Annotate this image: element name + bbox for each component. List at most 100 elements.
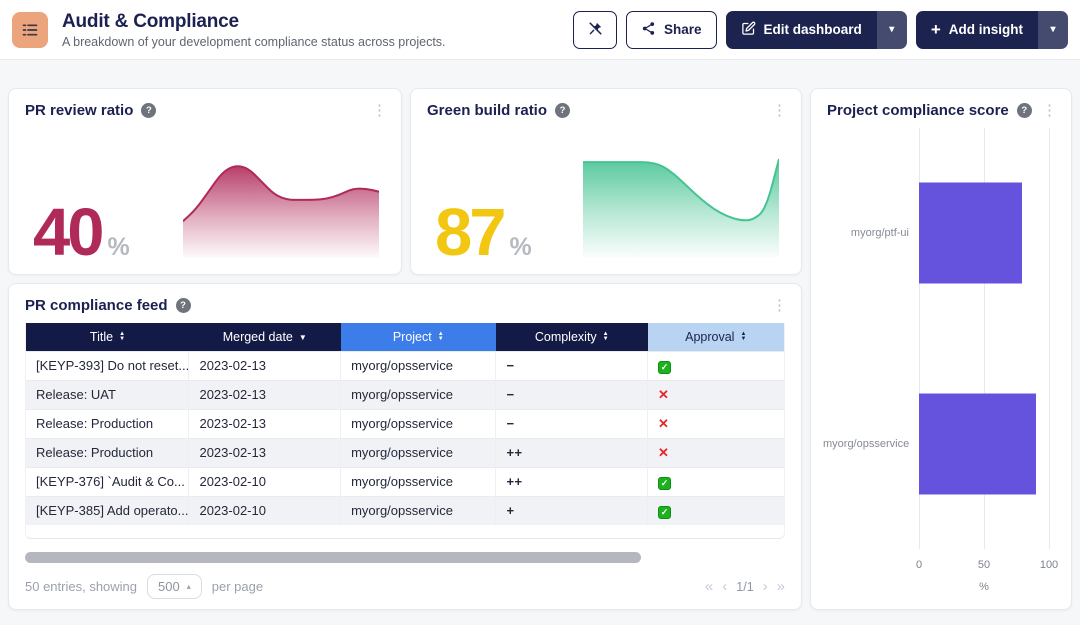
cell-project: myorg/opsservice bbox=[340, 437, 496, 467]
x-tick-label: 100 bbox=[1039, 559, 1059, 571]
last-page-icon[interactable]: » bbox=[776, 578, 785, 595]
gridline bbox=[919, 128, 920, 549]
column-header-merged-date[interactable]: Merged date ▼ bbox=[188, 323, 341, 351]
table-row: Release: UAT 2023-02-13 myorg/opsservice − ✕ bbox=[26, 379, 784, 409]
dashboard-list-icon bbox=[12, 11, 48, 48]
x-tick-label: 0 bbox=[915, 559, 923, 571]
metric-value: 40 % bbox=[33, 195, 130, 271]
table-row: Release: Production 2023-02-13 myorg/opsse… bbox=[26, 437, 784, 467]
entries-count-label: 50 entries, showing bbox=[25, 579, 138, 594]
cell-project: myorg/opsservice bbox=[340, 408, 496, 438]
help-icon[interactable]: ? bbox=[555, 103, 571, 118]
metric-number: 40 bbox=[33, 195, 105, 271]
page-indicator: 1/1 bbox=[736, 579, 754, 594]
cell-complexity: − bbox=[495, 379, 648, 409]
table-row: Release: Production 2023-02-13 myorg/opsse… bbox=[26, 408, 784, 438]
card-body: 87 % bbox=[411, 124, 801, 274]
caret-up-icon: ▴ bbox=[186, 582, 191, 591]
help-icon[interactable]: ? bbox=[141, 103, 157, 118]
compliance-bar-chart: myorg/ptf-ui myorg/opsservice 0 50 100% bbox=[823, 128, 1059, 599]
share-icon bbox=[641, 21, 656, 39]
card-title: PR review ratio bbox=[25, 102, 134, 119]
sort-icon: ▲ ▼ bbox=[119, 331, 126, 343]
x-axis-ticks: 0 50 100 bbox=[915, 559, 1058, 573]
cell-project: myorg/opsservice bbox=[340, 495, 496, 525]
page-title: Audit & Compliance bbox=[62, 10, 239, 32]
card-title: Green build ratio bbox=[427, 102, 548, 119]
cell-merged-date: 2023-02-13 bbox=[188, 408, 341, 438]
prev-page-icon[interactable]: ‹ bbox=[722, 578, 728, 595]
feed-footer: 50 entries, showing 500 ▴ per page « ‹ 1… bbox=[25, 574, 785, 609]
kebab-menu-icon[interactable]: ⋮ bbox=[772, 297, 787, 314]
approval-pass-icon: ✓ bbox=[658, 360, 672, 374]
cell-title: [KEYP-385] Add operato... bbox=[26, 495, 189, 525]
cell-merged-date: 2023-02-13 bbox=[188, 379, 341, 409]
share-button[interactable]: Share bbox=[626, 10, 717, 49]
metric-value: 87 % bbox=[435, 200, 532, 266]
header-actions: Share Edit dashboard ▾ + Add insight bbox=[573, 10, 1068, 49]
help-icon[interactable]: ? bbox=[1016, 103, 1032, 118]
bar-category-label: myorg/opsservice bbox=[823, 437, 910, 450]
caret-down-icon: ▾ bbox=[1050, 24, 1056, 35]
kebab-menu-icon[interactable]: ⋮ bbox=[372, 102, 387, 119]
bar-row: myorg/ptf-ui bbox=[823, 128, 1049, 339]
feed-body: Title ▲ ▼ Merged date ▼ Project ▲ ▼ Complexity ▲ ▼… bbox=[9, 319, 801, 609]
table-row: [KEYP-376] `Audit & Co... 2023-02-10 myorg… bbox=[26, 466, 784, 496]
table-row: [KEYP-393] Do not reset... 2023-02-13 myor… bbox=[26, 350, 784, 380]
add-insight-button[interactable]: + Add insight bbox=[915, 10, 1038, 49]
help-icon[interactable]: ? bbox=[175, 298, 191, 313]
bar-row: myorg/opsservice bbox=[823, 339, 1049, 550]
cell-merged-date: 2023-02-13 bbox=[188, 350, 341, 380]
approval-pass-icon: ✓ bbox=[658, 476, 672, 490]
kebab-menu-icon[interactable]: ⋮ bbox=[1042, 102, 1057, 119]
bar[interactable] bbox=[919, 393, 1036, 495]
page-size-select[interactable]: 500 ▴ bbox=[147, 574, 202, 599]
edit-dashboard-caret-button[interactable]: ▾ bbox=[876, 10, 907, 49]
x-axis-label: % bbox=[979, 581, 989, 593]
cell-approval: ✓ bbox=[647, 495, 784, 525]
add-insight-split-button: + Add insight ▾ bbox=[915, 10, 1068, 49]
caret-down-icon: ▾ bbox=[889, 24, 895, 35]
card-body: 40 % bbox=[9, 124, 401, 274]
edit-dashboard-button[interactable]: Edit dashboard bbox=[725, 10, 877, 49]
x-tick-label: 50 bbox=[977, 559, 991, 571]
gridline bbox=[1049, 128, 1050, 549]
first-page-icon[interactable]: « bbox=[704, 578, 714, 595]
feed-table-header-row: Title ▲ ▼ Merged date ▼ Project ▲ ▼ Complexity ▲ ▼… bbox=[26, 323, 784, 351]
card-header: PR review ratio ? ⋮ bbox=[9, 89, 401, 124]
feed-table: Title ▲ ▼ Merged date ▼ Project ▲ ▼ Complexity ▲ ▼… bbox=[26, 323, 784, 525]
sort-icon: ▲ ▼ bbox=[740, 331, 747, 343]
next-page-icon[interactable]: › bbox=[762, 578, 768, 595]
cell-approval: ✕ bbox=[647, 437, 784, 467]
page-size-value: 500 bbox=[158, 579, 180, 594]
cell-complexity: − bbox=[495, 350, 648, 380]
kebab-menu-icon[interactable]: ⋮ bbox=[772, 102, 787, 119]
bar[interactable] bbox=[919, 182, 1022, 284]
cell-approval: ✓ bbox=[647, 350, 784, 380]
approval-fail-icon: ✕ bbox=[658, 387, 669, 402]
pr-review-ratio-card: PR review ratio ? ⋮ 40 % bbox=[8, 88, 402, 275]
horizontal-scrollbar[interactable] bbox=[25, 552, 641, 563]
add-insight-caret-button[interactable]: ▾ bbox=[1038, 10, 1068, 49]
cell-title: Release: UAT bbox=[26, 379, 189, 409]
pr-compliance-feed-card: PR compliance feed ? ⋮ Title ▲ ▼ Merged dat… bbox=[8, 283, 802, 610]
column-header-complexity[interactable]: Complexity ▲ ▼ bbox=[495, 323, 648, 351]
sort-icon: ▲ ▼ bbox=[437, 331, 444, 343]
unpin-button[interactable] bbox=[573, 10, 618, 49]
column-label: Merged date bbox=[222, 329, 293, 344]
sort-icon: ▲ ▼ bbox=[602, 331, 609, 343]
green-build-ratio-card: Green build ratio ? ⋮ 87 % bbox=[410, 88, 802, 275]
card-header: Green build ratio ? ⋮ bbox=[411, 89, 801, 124]
cell-title: [KEYP-393] Do not reset... bbox=[26, 350, 189, 380]
pin-off-icon bbox=[587, 20, 604, 40]
column-header-project[interactable]: Project ▲ ▼ bbox=[340, 323, 496, 351]
column-header-approval[interactable]: Approval ▲ ▼ bbox=[647, 323, 784, 351]
cell-merged-date: 2023-02-10 bbox=[188, 495, 341, 525]
feed-table-wrap: Title ▲ ▼ Merged date ▼ Project ▲ ▼ Complexity ▲ ▼… bbox=[25, 323, 785, 539]
column-header-title[interactable]: Title ▲ ▼ bbox=[26, 323, 189, 351]
column-label: Project bbox=[392, 329, 432, 344]
card-title: Project compliance score bbox=[827, 102, 1009, 119]
project-compliance-score-card: Project compliance score ? ⋮ myorg/ptf-u… bbox=[810, 88, 1072, 610]
cell-complexity: ++ bbox=[495, 466, 648, 496]
card-header: PR compliance feed ? ⋮ bbox=[9, 284, 801, 319]
